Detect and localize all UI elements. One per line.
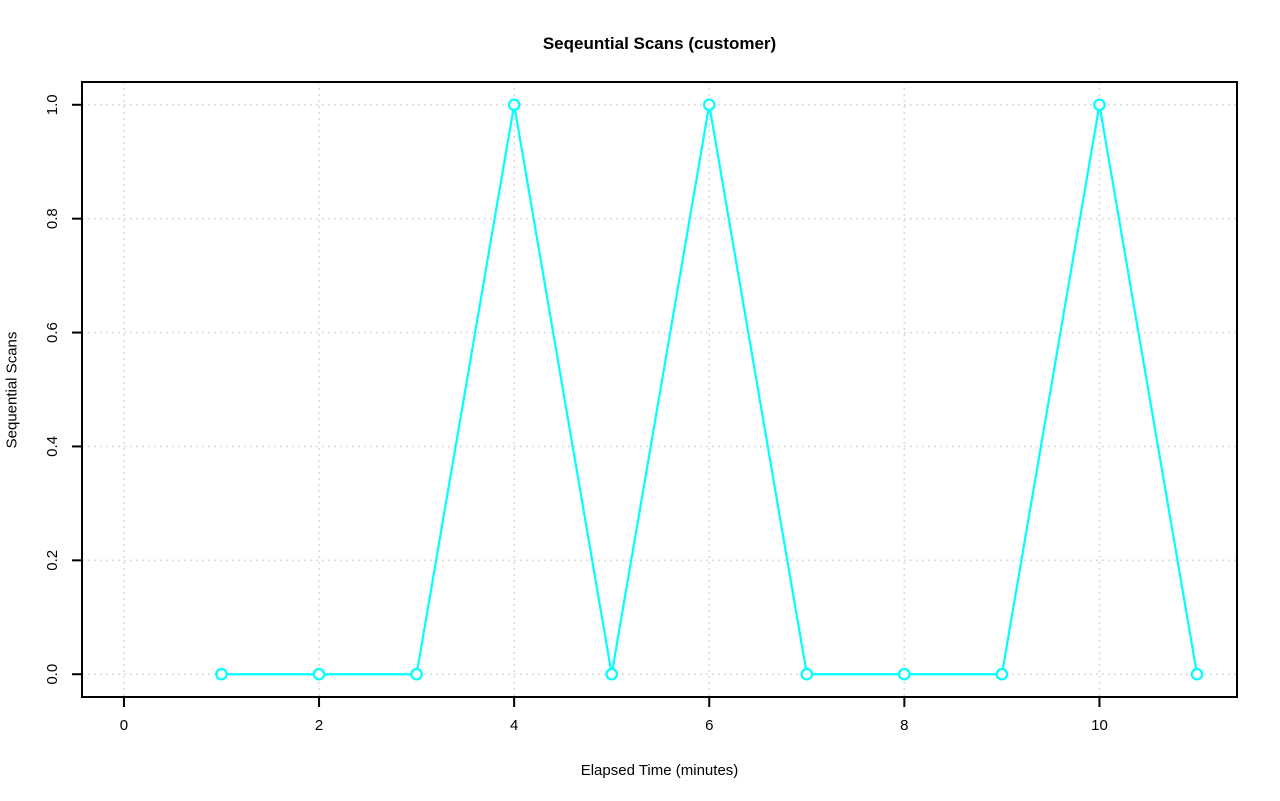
x-tick-label: 8 <box>900 717 908 734</box>
data-point-marker <box>312 667 326 681</box>
data-point-marker <box>507 98 521 112</box>
data-point-marker <box>1093 98 1106 112</box>
data-point-marker <box>215 667 228 681</box>
x-axis-title: Elapsed Time (minutes) <box>580 762 739 779</box>
x-tick-label: 10 <box>1091 717 1108 734</box>
data-point-marker <box>800 667 814 681</box>
y-tick-label: 1.0 <box>44 94 61 115</box>
y-tick-label: 0.8 <box>44 208 61 229</box>
data-point-marker <box>898 667 911 681</box>
x-tick-label: 6 <box>705 717 713 734</box>
x-tick-label: 4 <box>510 717 518 734</box>
y-axis-title: Sequential Scans <box>3 331 21 449</box>
data-point-marker <box>995 667 1009 681</box>
plot-box <box>81 81 1238 698</box>
data-point-marker <box>605 667 619 681</box>
y-tick-label: 0.0 <box>44 664 61 685</box>
x-tick-label: 0 <box>120 717 128 734</box>
y-tick-label: 0.2 <box>44 550 61 571</box>
y-tick-label: 0.4 <box>44 436 61 457</box>
data-point-marker <box>410 667 423 681</box>
data-point-marker <box>1190 667 1204 681</box>
y-tick-label: 0.6 <box>44 322 61 343</box>
x-tick-label: 2 <box>315 717 323 734</box>
chart-title: Seqeuntial Scans (customer) <box>542 34 777 53</box>
data-point-marker <box>702 98 716 112</box>
